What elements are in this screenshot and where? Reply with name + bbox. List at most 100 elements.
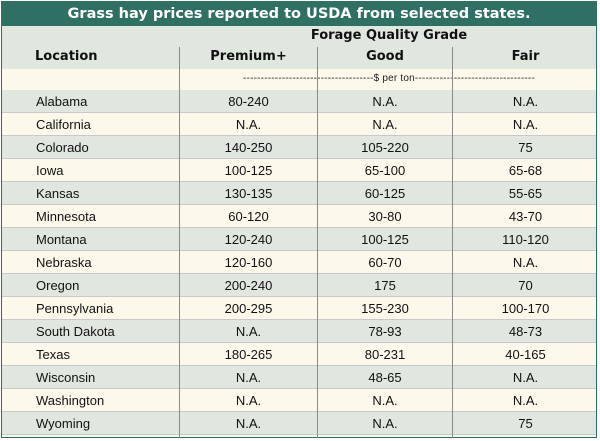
fair-cell: 100-170 (501, 301, 550, 316)
location-cell: Kansas (36, 186, 80, 201)
good-cell: 30-80 (368, 209, 402, 224)
fair-cell: 75 (518, 416, 533, 431)
row-separator (2, 158, 596, 159)
row-separator (2, 411, 596, 412)
location-cell: Oregon (36, 278, 80, 293)
location-cell: Minnesota (36, 209, 96, 224)
premium-cell: N.A. (235, 370, 262, 385)
fair-cell: 55-65 (508, 186, 543, 201)
fair-cell: 70 (518, 278, 533, 293)
row-separator (2, 388, 596, 389)
fair-header: Fair (511, 49, 540, 64)
location-cell: Montana (36, 232, 87, 247)
table-row: Wisconsin N.A. 48-65 N.A. (2, 366, 596, 389)
location-cell: Wisconsin (36, 370, 96, 385)
table-row: Washington N.A. N.A. N.A. (2, 389, 596, 412)
premium-cell: 120-240 (224, 232, 273, 247)
fair-cell: N.A. (512, 370, 539, 385)
good-cell: 78-93 (368, 324, 402, 339)
fair-cell: 65-68 (508, 163, 543, 178)
location-cell: Alabama (36, 94, 88, 109)
row-separator (2, 365, 596, 366)
fair-cell: 75 (518, 140, 533, 155)
table-row: Minnesota 60-120 30-80 43-70 (2, 205, 596, 228)
fair-cell: 40-165 (505, 347, 546, 362)
location-cell: Colorado (36, 140, 89, 155)
good-cell: 48-65 (368, 370, 402, 385)
fair-cell: N.A. (512, 94, 539, 109)
row-separator (2, 273, 596, 274)
good-header: Good (366, 49, 404, 64)
premium-cell: N.A. (235, 324, 262, 339)
good-cell: 175 (374, 278, 396, 293)
row-separator (2, 227, 596, 228)
table-row: Pennsylvania 200-295 155-230 100-170 (2, 297, 596, 320)
row-separator (2, 135, 596, 136)
location-cell: California (36, 117, 91, 132)
table-row: Montana 120-240 100-125 110-120 (2, 228, 596, 251)
premium-cell: 200-295 (224, 301, 273, 316)
row-separator (2, 319, 596, 320)
row-separator (2, 296, 596, 297)
location-cell: Texas (36, 347, 70, 362)
premium-cell: 140-250 (224, 140, 273, 155)
premium-cell: 100-125 (224, 163, 273, 178)
premium-cell: N.A. (235, 117, 262, 132)
good-cell: 60-125 (364, 186, 406, 201)
location-cell: Nebraska (36, 255, 92, 270)
location-header: Location (35, 49, 98, 64)
fair-cell: 110-120 (502, 232, 549, 247)
table-row: California N.A. N.A. N.A. (2, 113, 596, 136)
table-title: Grass hay prices reported to USDA from s… (2, 2, 596, 26)
table-header: Location Forage Quality Grade Premium+ G… (2, 26, 596, 69)
location-cell: Pennsylvania (36, 301, 114, 316)
premium-cell: 80-240 (228, 94, 269, 109)
location-cell: Wyoming (36, 416, 91, 431)
table-row: Nebraska 120-160 60-70 N.A. (2, 251, 596, 274)
location-cell: Iowa (36, 163, 64, 178)
premium-cell: 120-160 (224, 255, 273, 270)
row-separator (2, 250, 596, 251)
fair-cell: N.A. (512, 393, 539, 408)
table-row: Colorado 140-250 105-220 75 (2, 136, 596, 159)
fair-cell: 48-73 (508, 324, 543, 339)
location-cell: Washington (36, 393, 105, 408)
good-cell: 80-231 (364, 347, 406, 362)
premium-cell: 200-240 (224, 278, 273, 293)
forage-grade-header: Forage Quality Grade (310, 28, 468, 43)
good-cell: 155-230 (361, 301, 409, 316)
table-row: Kansas 130-135 60-125 55-65 (2, 182, 596, 205)
premium-cell: 60-120 (228, 209, 269, 224)
fair-cell: 43-70 (508, 209, 543, 224)
unit-row: -------------------------------------$ p… (2, 69, 596, 90)
good-cell: 60-70 (368, 255, 402, 270)
row-separator (2, 434, 596, 435)
good-cell: N.A. (372, 94, 398, 109)
premium-cell: N.A. (235, 393, 262, 408)
table-row: Wyoming N.A. N.A. 75 (2, 412, 596, 435)
fair-cell: N.A. (512, 255, 539, 270)
row-separator (2, 181, 596, 182)
good-cell: N.A. (372, 393, 398, 408)
unit-label: -------------------------------------$ p… (243, 73, 535, 84)
row-separator (2, 112, 596, 113)
good-cell: N.A. (372, 416, 398, 431)
table-row: Texas 180-265 80-231 40-165 (2, 343, 596, 366)
premium-cell: 130-135 (224, 186, 273, 201)
row-separator (2, 342, 596, 343)
column-divider (179, 47, 180, 438)
premium-cell: N.A. (235, 416, 262, 431)
table-row: South Dakota N.A. 78-93 48-73 (2, 320, 596, 343)
good-cell: 100-125 (361, 232, 409, 247)
good-cell: N.A. (372, 117, 398, 132)
fair-cell: N.A. (512, 117, 539, 132)
table-row: Alabama 80-240 N.A. N.A. (2, 90, 596, 113)
table-row: Oregon 200-240 175 70 (2, 274, 596, 297)
column-divider (317, 47, 318, 438)
good-cell: 105-220 (361, 140, 409, 155)
table-row: Iowa 100-125 65-100 65-68 (2, 159, 596, 182)
good-cell: 65-100 (364, 163, 406, 178)
row-separator (2, 204, 596, 205)
column-divider (452, 47, 453, 438)
